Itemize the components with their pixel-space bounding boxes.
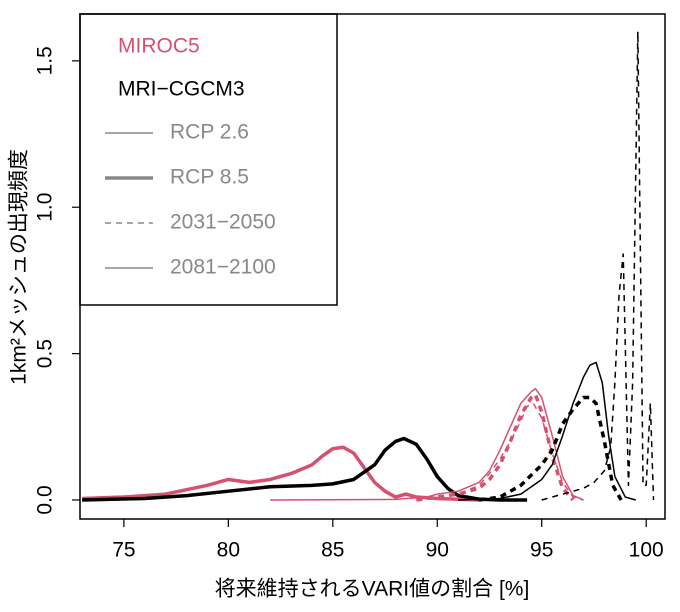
y-tick-label: 1.5 (34, 46, 57, 75)
plot-frame (79, 13, 666, 520)
x-tick-label: 85 (321, 539, 344, 562)
density-line (82, 445, 480, 502)
plot-lines (82, 30, 655, 502)
y-axis-label: 1km²メッシュの出現頻度 (8, 149, 31, 385)
x-axis-label: 将来維持されるVARI値の割合 [%] (215, 578, 530, 601)
legend-model: MIROC5 (118, 35, 200, 58)
x-tick-label: 80 (217, 539, 240, 562)
x-tick-label: 100 (629, 539, 664, 562)
legend-box (79, 13, 338, 306)
legend-label: 2031−2050 (170, 211, 276, 234)
density-line (270, 387, 584, 501)
x-tick-label: 90 (426, 539, 449, 562)
density-line (82, 436, 528, 502)
y-tick-label: 0.5 (34, 339, 57, 368)
legend-label: RCP 8.5 (170, 166, 249, 189)
density-line (458, 361, 636, 501)
legend-label: 2081−2100 (170, 256, 276, 279)
y-tick-label: 0.0 (34, 485, 57, 514)
density-line (478, 395, 623, 502)
x-tick-label: 75 (112, 539, 135, 562)
legend-label: RCP 2.6 (170, 121, 249, 144)
x-tick-label: 95 (530, 539, 553, 562)
density-line (541, 30, 655, 501)
density-line (416, 392, 575, 502)
y-tick-label: 1.0 (34, 193, 57, 222)
legend-model: MRI−CGCM3 (118, 78, 245, 101)
